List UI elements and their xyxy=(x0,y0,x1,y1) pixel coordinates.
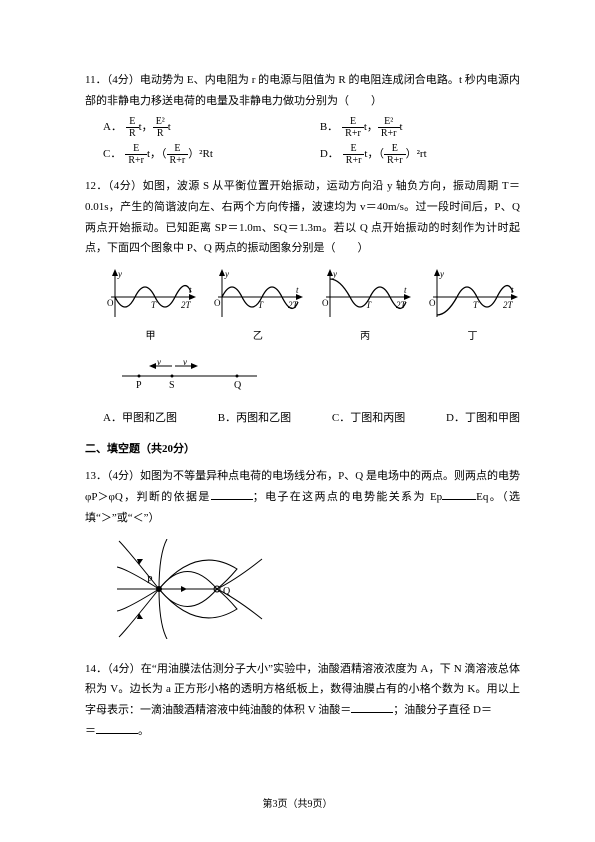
q14-blank2 xyxy=(96,721,138,734)
wave-ding: y O T 2T t xyxy=(425,267,520,325)
svg-text:v: v xyxy=(183,357,187,367)
svg-text:y: y xyxy=(332,269,337,279)
q14-blank1 xyxy=(351,700,393,713)
q11-row2: C． ER+rt，（ ER+r）²Rt D． ER+rt，（ ER+r）²rt xyxy=(103,143,520,166)
q12-choices: A．甲图和乙图 B．丙图和乙图 C．丁图和丙图 D．丁图和甲图 xyxy=(103,408,520,429)
wave-yi: y O T 2T t xyxy=(210,267,305,325)
q12-opt-c: C．丁图和丙图 xyxy=(332,408,405,429)
svg-text:Q: Q xyxy=(234,380,242,391)
svg-text:t: t xyxy=(511,285,514,295)
field-lines-diagram: P Q xyxy=(117,539,520,647)
svg-text:2T: 2T xyxy=(396,300,407,310)
q11-opt-c: C． ER+rt，（ ER+r）²Rt xyxy=(103,143,320,166)
svg-text:S: S xyxy=(169,380,175,391)
question-12: 12．（4分）如图，波源 S 从平衡位置开始振动，运动方向沿 y 轴负方向，振动… xyxy=(85,176,520,429)
wave-captions: 甲 乙 丙 丁 xyxy=(103,327,520,346)
wave-jia: y O T 2T t xyxy=(103,267,198,325)
q11-row1: A． ERt， E²Rt B． ER+rt， E²R+rt xyxy=(103,116,520,139)
svg-text:O: O xyxy=(214,298,221,308)
wave-bing: y O T 2T t xyxy=(318,267,413,325)
q11-stem: 11．（4分）电动势为 E、内电阻为 r 的电源与阻值为 R 的电阻连成闭合电路… xyxy=(85,70,520,112)
q14-stem: 14．（4分）在“用油膜法估测分子大小”实验中，油酸酒精溶液浓度为 A，下 N … xyxy=(85,659,520,743)
svg-text:O: O xyxy=(322,298,329,308)
svg-text:T: T xyxy=(258,300,264,310)
svg-text:y: y xyxy=(439,269,444,279)
q11-opt-d: D． ER+rt，（ ER+r）²rt xyxy=(320,143,427,166)
q12-opt-d: D．丁图和甲图 xyxy=(446,408,520,429)
svg-text:t: t xyxy=(404,285,407,295)
question-14: 14．（4分）在“用油膜法估测分子大小”实验中，油酸酒精溶液浓度为 A，下 N … xyxy=(85,659,520,743)
q13-stem: 13．（4分）如图为不等量异种点电荷的电场线分布，P、Q 是电场中的两点。则两点… xyxy=(85,466,520,529)
q13-blank1 xyxy=(211,487,253,500)
page-footer: 第3页（共9页） xyxy=(0,795,595,814)
psq-diagram: v v P S Q xyxy=(117,356,520,400)
svg-text:T: T xyxy=(473,300,479,310)
svg-text:O: O xyxy=(429,298,436,308)
section-2-heading: 二、填空题（共20分） xyxy=(85,439,520,460)
svg-text:y: y xyxy=(224,269,229,279)
question-11: 11．（4分）电动势为 E、内电阻为 r 的电源与阻值为 R 的电阻连成闭合电路… xyxy=(85,70,520,166)
q12-opt-a: A．甲图和乙图 xyxy=(103,408,177,429)
y-axis-label: y xyxy=(117,269,122,279)
svg-text:2T: 2T xyxy=(288,300,299,310)
svg-text:2T: 2T xyxy=(503,300,514,310)
origin-label: O xyxy=(107,298,114,308)
wave-diagrams: y O T 2T t y O T 2T t xyxy=(103,267,520,325)
q12-opt-b: B．丙图和乙图 xyxy=(218,408,291,429)
svg-text:2T: 2T xyxy=(181,300,192,310)
svg-text:P: P xyxy=(136,380,142,391)
q13-blank2 xyxy=(442,487,476,500)
q11-opt-b: B． ER+rt， E²R+rt xyxy=(320,116,403,139)
q11-opt-a: A． ERt， E²Rt xyxy=(103,116,320,139)
svg-text:v: v xyxy=(157,357,161,367)
svg-text:t: t xyxy=(296,285,299,295)
q12-stem: 12．（4分）如图，波源 S 从平衡位置开始振动，运动方向沿 y 轴负方向，振动… xyxy=(85,176,520,260)
question-13: 13．（4分）如图为不等量异种点电荷的电场线分布，P、Q 是电场中的两点。则两点… xyxy=(85,466,520,647)
svg-text:t: t xyxy=(189,285,192,295)
svg-text:T: T xyxy=(151,300,157,310)
svg-text:T: T xyxy=(366,300,372,310)
